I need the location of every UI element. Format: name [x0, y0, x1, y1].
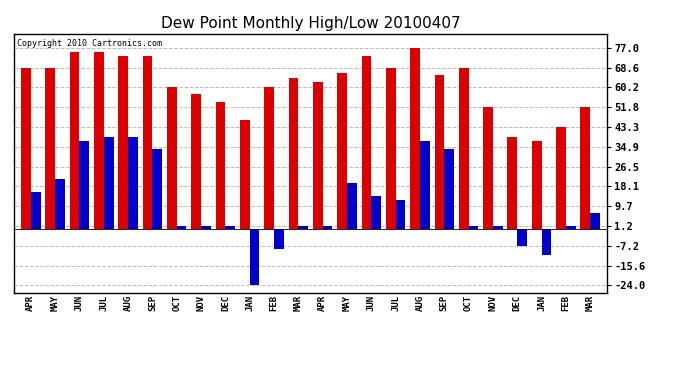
Bar	[128, 137, 138, 229]
Bar	[507, 137, 518, 229]
Bar	[313, 82, 323, 229]
Bar	[79, 141, 89, 229]
Bar	[469, 226, 478, 229]
Bar	[386, 68, 395, 229]
Bar	[31, 192, 41, 229]
Title: Dew Point Monthly High/Low 20100407: Dew Point Monthly High/Low 20100407	[161, 16, 460, 31]
Bar	[21, 68, 31, 229]
Bar	[566, 226, 575, 229]
Bar	[556, 127, 566, 229]
Bar	[264, 87, 274, 229]
Bar	[444, 150, 454, 229]
Bar	[216, 102, 226, 229]
Bar	[590, 213, 600, 229]
Bar	[167, 87, 177, 229]
Bar	[580, 107, 590, 229]
Bar	[55, 179, 65, 229]
Bar	[119, 56, 128, 229]
Bar	[298, 226, 308, 229]
Bar	[518, 229, 527, 246]
Bar	[362, 56, 371, 229]
Bar	[288, 78, 298, 229]
Bar	[143, 56, 152, 229]
Bar	[435, 75, 444, 229]
Bar	[94, 52, 104, 229]
Bar	[250, 229, 259, 285]
Bar	[104, 137, 114, 229]
Bar	[420, 141, 430, 229]
Bar	[177, 226, 186, 229]
Bar	[395, 200, 405, 229]
Bar	[191, 94, 201, 229]
Bar	[483, 106, 493, 229]
Bar	[152, 150, 162, 229]
Bar	[337, 73, 347, 229]
Bar	[459, 68, 469, 229]
Bar	[542, 229, 551, 255]
Text: Copyright 2010 Cartronics.com: Copyright 2010 Cartronics.com	[17, 39, 161, 48]
Bar	[411, 48, 420, 229]
Bar	[347, 183, 357, 229]
Bar	[240, 120, 250, 229]
Bar	[371, 196, 381, 229]
Bar	[323, 226, 333, 229]
Bar	[493, 226, 502, 229]
Bar	[532, 141, 542, 229]
Bar	[274, 229, 284, 249]
Bar	[201, 226, 210, 229]
Bar	[70, 52, 79, 229]
Bar	[46, 68, 55, 229]
Bar	[226, 226, 235, 229]
